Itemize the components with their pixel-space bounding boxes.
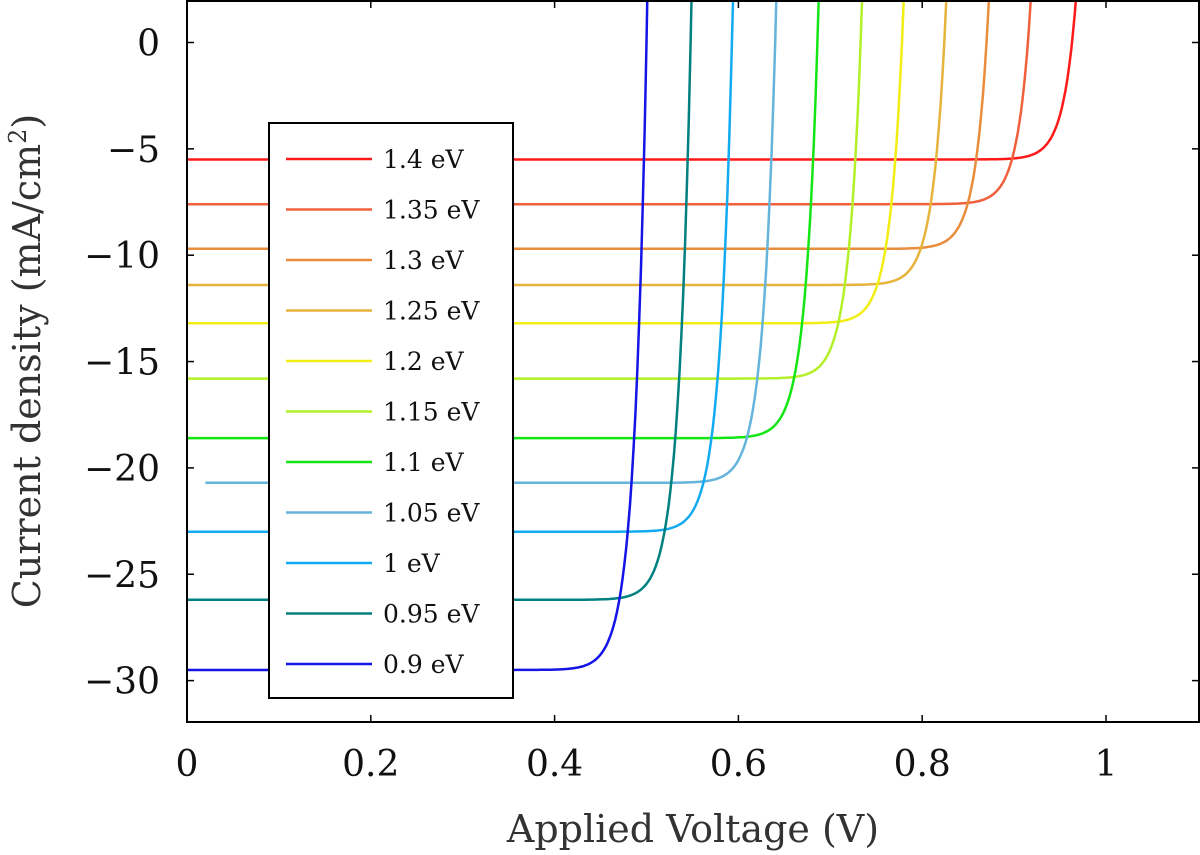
x-tick-label: 0.8 — [894, 744, 951, 785]
y-tick-label: −30 — [84, 662, 160, 703]
y-tick-label: −15 — [84, 343, 160, 384]
y-tick-label: 0 — [137, 24, 160, 65]
legend-label: 1.3 eV — [383, 246, 465, 275]
legend-label: 1.4 eV — [383, 145, 465, 174]
x-axis-ticks: 0 0.2 0.4 0.6 0.8 1 — [176, 1, 1118, 785]
legend: 1.4 eV 1.35 eV 1.3 eV 1.25 eV 1.2 eV 1.15 eV 1… — [268, 122, 514, 699]
y-tick-label: −10 — [84, 236, 160, 277]
legend-label: 1.25 eV — [383, 297, 480, 326]
x-tick-label: 1 — [1095, 744, 1118, 785]
x-tick-label: 0.2 — [342, 744, 399, 785]
legend-label: 1 eV — [383, 549, 441, 578]
y-axis-label-close: ) — [5, 114, 49, 129]
y-axis-label-superscript: 2 — [4, 129, 32, 144]
legend-label: 0.9 eV — [383, 650, 465, 679]
x-tick-label: 0 — [176, 744, 199, 785]
y-tick-label: −5 — [107, 130, 160, 171]
x-tick-label: 0.6 — [710, 744, 767, 785]
x-tick-label: 0.4 — [526, 744, 583, 785]
x-axis-label: Applied Voltage (V) — [506, 807, 879, 851]
legend-label: 1.05 eV — [383, 499, 480, 528]
y-tick-label: −20 — [84, 449, 160, 490]
legend-label: 1.2 eV — [383, 347, 465, 376]
y-axis-ticks: 0 −5 −10 −15 −20 −25 −30 — [84, 24, 1199, 703]
legend-label: 1.1 eV — [383, 448, 465, 477]
y-tick-label: −25 — [84, 555, 160, 596]
legend-label: 0.95 eV — [383, 600, 480, 629]
y-axis-label-main: Current density (mA/cm — [5, 144, 49, 608]
legend-label: 1.35 eV — [383, 196, 480, 225]
legend-label: 1.15 eV — [383, 398, 480, 427]
y-axis-label: Current density (mA/cm2) — [4, 114, 49, 608]
